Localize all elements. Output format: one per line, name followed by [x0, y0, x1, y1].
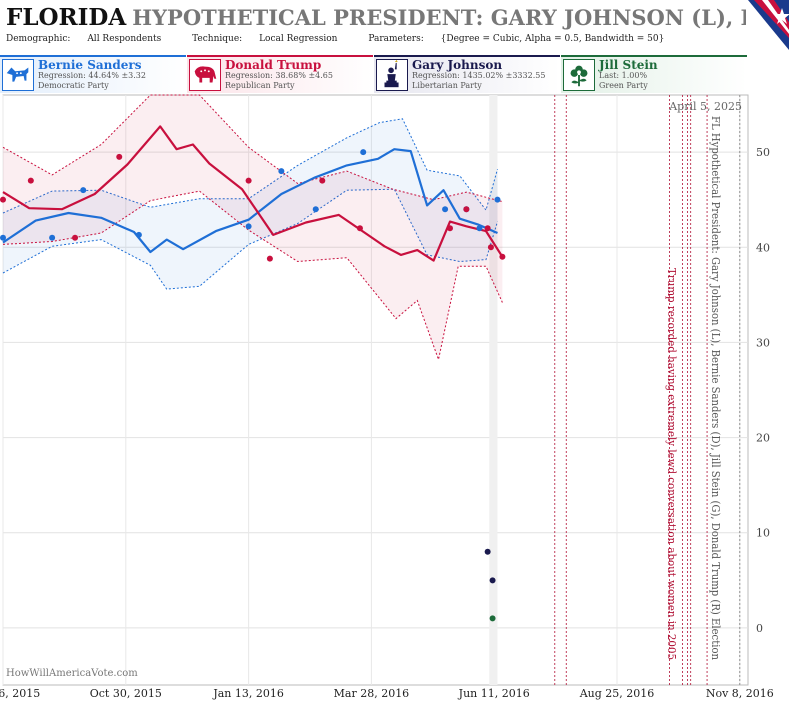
- legend-party: Democratic Party: [38, 81, 109, 90]
- gary-johnson-poll-point: [489, 577, 496, 584]
- bernie-sanders-poll-point: [360, 149, 367, 156]
- technique-value: Local Regression: [259, 34, 338, 44]
- event-label-election: FL Hypothetical President: Gary Johnson …: [709, 116, 722, 660]
- chart-title: FLORIDA HYPOTHETICAL PRESIDENT: GARY JOHN…: [6, 4, 746, 34]
- donald-trump-poll-point: [447, 225, 453, 232]
- flag-logo-icon: [748, 0, 789, 50]
- legend-party: Republican Party: [225, 81, 295, 90]
- bernie-sanders-upper-bound: [2, 118, 498, 214]
- legend-party: Libertarian Party: [412, 81, 482, 90]
- x-tick-label: Oct 30, 2015: [90, 687, 162, 700]
- confidence-bands: [2, 94, 503, 362]
- donald-trump-poll-point: [356, 225, 363, 232]
- watermark: HowWillAmericaVote.com: [6, 668, 138, 679]
- donald-trump-poll-point: [463, 206, 470, 213]
- gary-johnson-poll-point: [484, 548, 491, 555]
- title-state: FLORIDA: [6, 4, 127, 31]
- donald-trump-poll-point: [27, 177, 34, 184]
- x-tick-label: Nov 8, 2016: [706, 687, 774, 700]
- axes: 0 10 20 30 40 50 Aug 16, 2015 Oct 30, 2015 Jan 1…: [0, 146, 774, 700]
- x-tick-label: Jun 11, 2016: [458, 687, 530, 700]
- bernie-sanders-poll-point: [476, 225, 483, 232]
- parameters-value: {Degree = Cubic, Alpha = 0.5, Bandwidth …: [440, 34, 665, 44]
- donald-trump-poll-point: [487, 244, 494, 251]
- y-tick-label: 30: [756, 336, 770, 349]
- elephant-icon: [189, 59, 221, 91]
- demographic-value: All Respondents: [87, 34, 162, 44]
- trend-lines: [2, 125, 504, 262]
- bernie-sanders-poll-point: [494, 196, 501, 203]
- legend-stat: Regression: 44.64% ±3.32: [38, 71, 146, 80]
- plot-area: [2, 94, 749, 686]
- y-tick-label: 10: [756, 527, 770, 540]
- chart-parameters: Demographic: All Respondents Technique: …: [6, 34, 665, 44]
- bernie-sanders-poll-point: [278, 168, 285, 175]
- x-tick-label: Aug 16, 2015: [0, 687, 40, 700]
- legend-card-stein[interactable]: Jill Stein Last: 1.00% Green Party: [561, 55, 747, 93]
- donald-trump-poll-point: [72, 234, 79, 241]
- x-tick-label: Jan 13, 2016: [212, 687, 284, 700]
- bernie-sanders-poll-point: [312, 206, 319, 213]
- legend-name: Gary Johnson: [412, 58, 503, 72]
- candidate-legend: Bernie Sanders Regression: 44.64% ±3.32 …: [0, 55, 789, 93]
- legend-name: Jill Stein: [599, 58, 658, 72]
- current-period-band: [489, 95, 498, 685]
- grid: [2, 95, 748, 685]
- legend-stat: Regression: 38.68% ±4.65: [225, 71, 333, 80]
- x-tick-label: Aug 25, 2016: [579, 687, 655, 700]
- x-tick-label: Mar 28, 2016: [334, 687, 410, 700]
- y-tick-label: 20: [756, 432, 770, 445]
- bernie-sanders-poll-point: [442, 206, 449, 213]
- flower-icon: [563, 59, 595, 91]
- bernie-sanders-trend-line: [2, 148, 498, 254]
- legend-party: Green Party: [599, 81, 648, 90]
- vertical-markers: [489, 95, 741, 685]
- donald-trump-trend-line: [2, 125, 504, 262]
- donald-trump-confidence-band: [3, 95, 503, 360]
- donald-trump-poll-point: [266, 255, 273, 262]
- current-date-label: April 5, 2025: [668, 100, 742, 113]
- legend-name: Donald Trump: [225, 58, 322, 72]
- donald-trump-poll-point: [245, 177, 252, 184]
- poll-points: [0, 149, 506, 622]
- statue-of-liberty-icon: [376, 59, 408, 91]
- legend-stat: Regression: 1435.02% ±3332.55: [412, 71, 546, 80]
- legend-name: Bernie Sanders: [38, 58, 142, 72]
- title-text: HYPOTHETICAL PRESIDENT: GARY JOHNSON (L)…: [132, 5, 746, 30]
- bernie-sanders-poll-point: [80, 187, 87, 194]
- jill-stein-poll-point: [489, 615, 496, 622]
- donald-trump-poll-point: [319, 177, 326, 184]
- bernie-sanders-poll-point: [245, 223, 252, 230]
- legend-card-johnson[interactable]: Gary Johnson Regression: 1435.02% ±3332.…: [374, 55, 560, 93]
- donald-trump-poll-point: [484, 225, 491, 232]
- bernie-sanders-poll-point: [49, 234, 56, 241]
- y-tick-label: 0: [756, 622, 763, 635]
- bernie-sanders-confidence-band: [3, 118, 498, 290]
- legend-card-sanders[interactable]: Bernie Sanders Regression: 44.64% ±3.32 …: [0, 55, 186, 93]
- y-tick-label: 50: [756, 146, 770, 159]
- y-tick-label: 40: [756, 241, 770, 254]
- event-label-trump: Trump recorded having extremely lewd con…: [665, 268, 678, 660]
- donald-trump-poll-point: [116, 153, 123, 160]
- donkey-icon: [2, 59, 34, 91]
- donald-trump-lower-bound: [2, 190, 503, 362]
- donald-trump-upper-bound: [2, 94, 503, 203]
- donald-trump-poll-point: [499, 253, 506, 260]
- legend-card-trump[interactable]: Donald Trump Regression: 38.68% ±4.65 Re…: [187, 55, 373, 93]
- legend-stat: Last: 1.00%: [599, 71, 648, 80]
- bernie-sanders-poll-point: [0, 234, 6, 241]
- donald-trump-poll-point: [0, 196, 6, 203]
- bernie-sanders-poll-point: [135, 231, 142, 238]
